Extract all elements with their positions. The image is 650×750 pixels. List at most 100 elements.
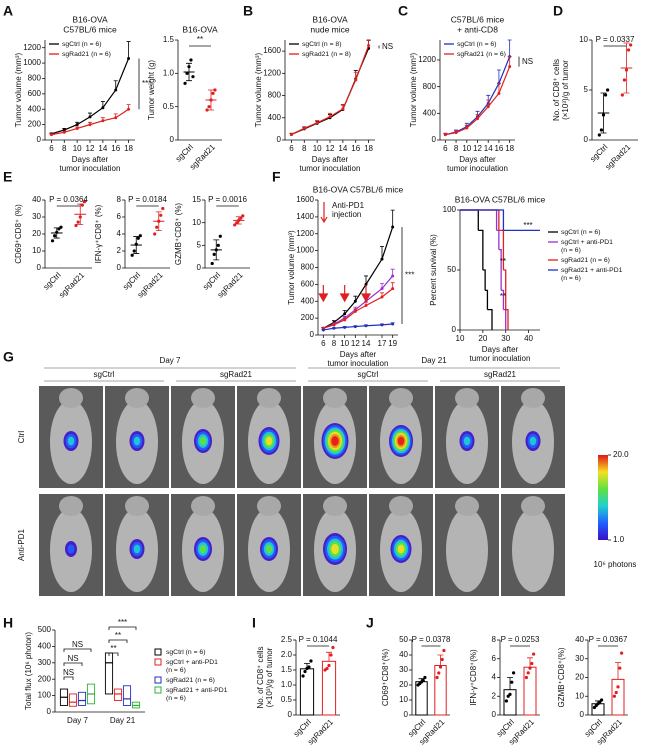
data-point [159, 213, 163, 217]
row-label: Ctrl [17, 431, 26, 444]
survival-step [482, 269, 486, 291]
significance-bracket [108, 626, 137, 630]
data-point [138, 234, 142, 238]
y-axis-label: GZMB⁺CD8⁺ (%) [174, 203, 183, 266]
mouse-head [389, 388, 413, 408]
data-point [612, 694, 617, 698]
y-tick-label: 0 [452, 325, 457, 334]
data-point [302, 126, 306, 130]
data-point [476, 117, 479, 121]
subgroup-label: sgRad21 [220, 370, 253, 379]
data-point [443, 133, 447, 137]
survival-step [501, 289, 505, 310]
data-point [364, 282, 368, 286]
data-point [614, 690, 618, 695]
data-point [75, 123, 79, 127]
mouse-head [59, 496, 83, 516]
panel-label: C [398, 3, 408, 19]
y-tick-label: 800 [268, 91, 282, 100]
data-point [241, 214, 245, 218]
x-tick-label: 8 [62, 144, 67, 153]
panel-label: J [366, 615, 374, 631]
y-tick-label: 400 [38, 642, 52, 651]
y-tick-label: 20 [399, 680, 408, 689]
mouse-head [59, 388, 83, 408]
x-axis-label: Days after [340, 350, 377, 359]
significance-bracket [63, 676, 74, 680]
annotation: ** [500, 292, 506, 301]
mouse-head [257, 388, 281, 408]
y-tick-label: 200 [38, 674, 52, 683]
x-axis-label: Days after [482, 345, 519, 354]
error-bar [113, 80, 118, 90]
signal-blob [265, 544, 273, 554]
y-tick-label: 1.5 [163, 35, 175, 44]
x-axis-label: tumor inoculation [300, 164, 361, 173]
data-point [59, 225, 63, 229]
error-bar [527, 657, 533, 668]
panel-label: G [3, 349, 14, 365]
data-point [327, 663, 331, 668]
y-tick-label: 100 [38, 691, 52, 700]
box [113, 688, 123, 701]
data-point [321, 328, 325, 332]
error-bar [507, 677, 513, 690]
data-point [331, 645, 335, 650]
data-point [508, 692, 512, 696]
y-axis-label: CD69⁺CD8⁺(%) [381, 648, 390, 706]
y-tick-label: 0 [47, 707, 52, 716]
x-tick-label: 16 [494, 144, 503, 153]
chart-title: B16-OVA C57BL/6 mice [455, 194, 546, 204]
y-tick-label: 0 [37, 135, 42, 144]
x-tick-label: Day 7 [67, 716, 88, 725]
x-tick-label: 18 [124, 144, 133, 153]
data-point [437, 671, 441, 675]
x-tick-label: 10 [73, 144, 82, 153]
data-point [510, 680, 514, 684]
data-point [332, 326, 336, 330]
annotation: *** [405, 271, 414, 280]
data-point [497, 91, 501, 95]
x-tick-label: 18 [505, 144, 514, 153]
data-point [82, 200, 87, 204]
data-point [309, 659, 313, 663]
data-point [442, 648, 446, 653]
mouse-body [512, 508, 554, 592]
data-point [315, 121, 319, 125]
error-bar [507, 39, 512, 57]
annotation: ** [197, 35, 203, 44]
y-tick-label: 10 [192, 218, 201, 227]
data-point [80, 203, 84, 207]
y-tick-label: 1000 [23, 58, 41, 67]
data-point [127, 107, 131, 111]
data-point [341, 107, 345, 111]
chart-title: B16-OVA C57BL/6 mice [313, 184, 404, 194]
y-tick-label: 800 [423, 82, 437, 91]
legend-label: sgRad21 (n = 6) [166, 677, 215, 684]
data-point [189, 58, 193, 62]
y-tick-label: 1400 [296, 212, 314, 221]
mouse-head [521, 388, 545, 408]
data-point [380, 295, 384, 299]
x-tick-label: 16 [111, 144, 120, 153]
data-point [55, 230, 59, 234]
subgroup-label: sgCtrl [94, 370, 115, 379]
y-tick-label: 40 [575, 635, 584, 644]
signal-blob [331, 543, 339, 555]
data-point [130, 253, 134, 257]
row-label: Anti-PD1 [17, 528, 26, 561]
legend-label: sgRad21 + anti-PD1 (n = 6) [561, 267, 624, 282]
subgroup-label: sgRad21 [484, 370, 517, 379]
error-bar [126, 41, 131, 59]
data-point [207, 105, 211, 109]
data-point [76, 220, 80, 224]
y-tick-label: 2 [492, 691, 497, 700]
x-tick-label: 10 [462, 144, 471, 153]
y-tick-label: 1.0 [281, 680, 293, 689]
data-point [210, 261, 214, 266]
annotation: *** [142, 79, 151, 88]
signal-blob [397, 544, 405, 554]
y-axis-label: Percent survival (%) [429, 234, 438, 306]
annotation: ** [500, 257, 506, 266]
y-tick-label: 600 [301, 279, 315, 288]
